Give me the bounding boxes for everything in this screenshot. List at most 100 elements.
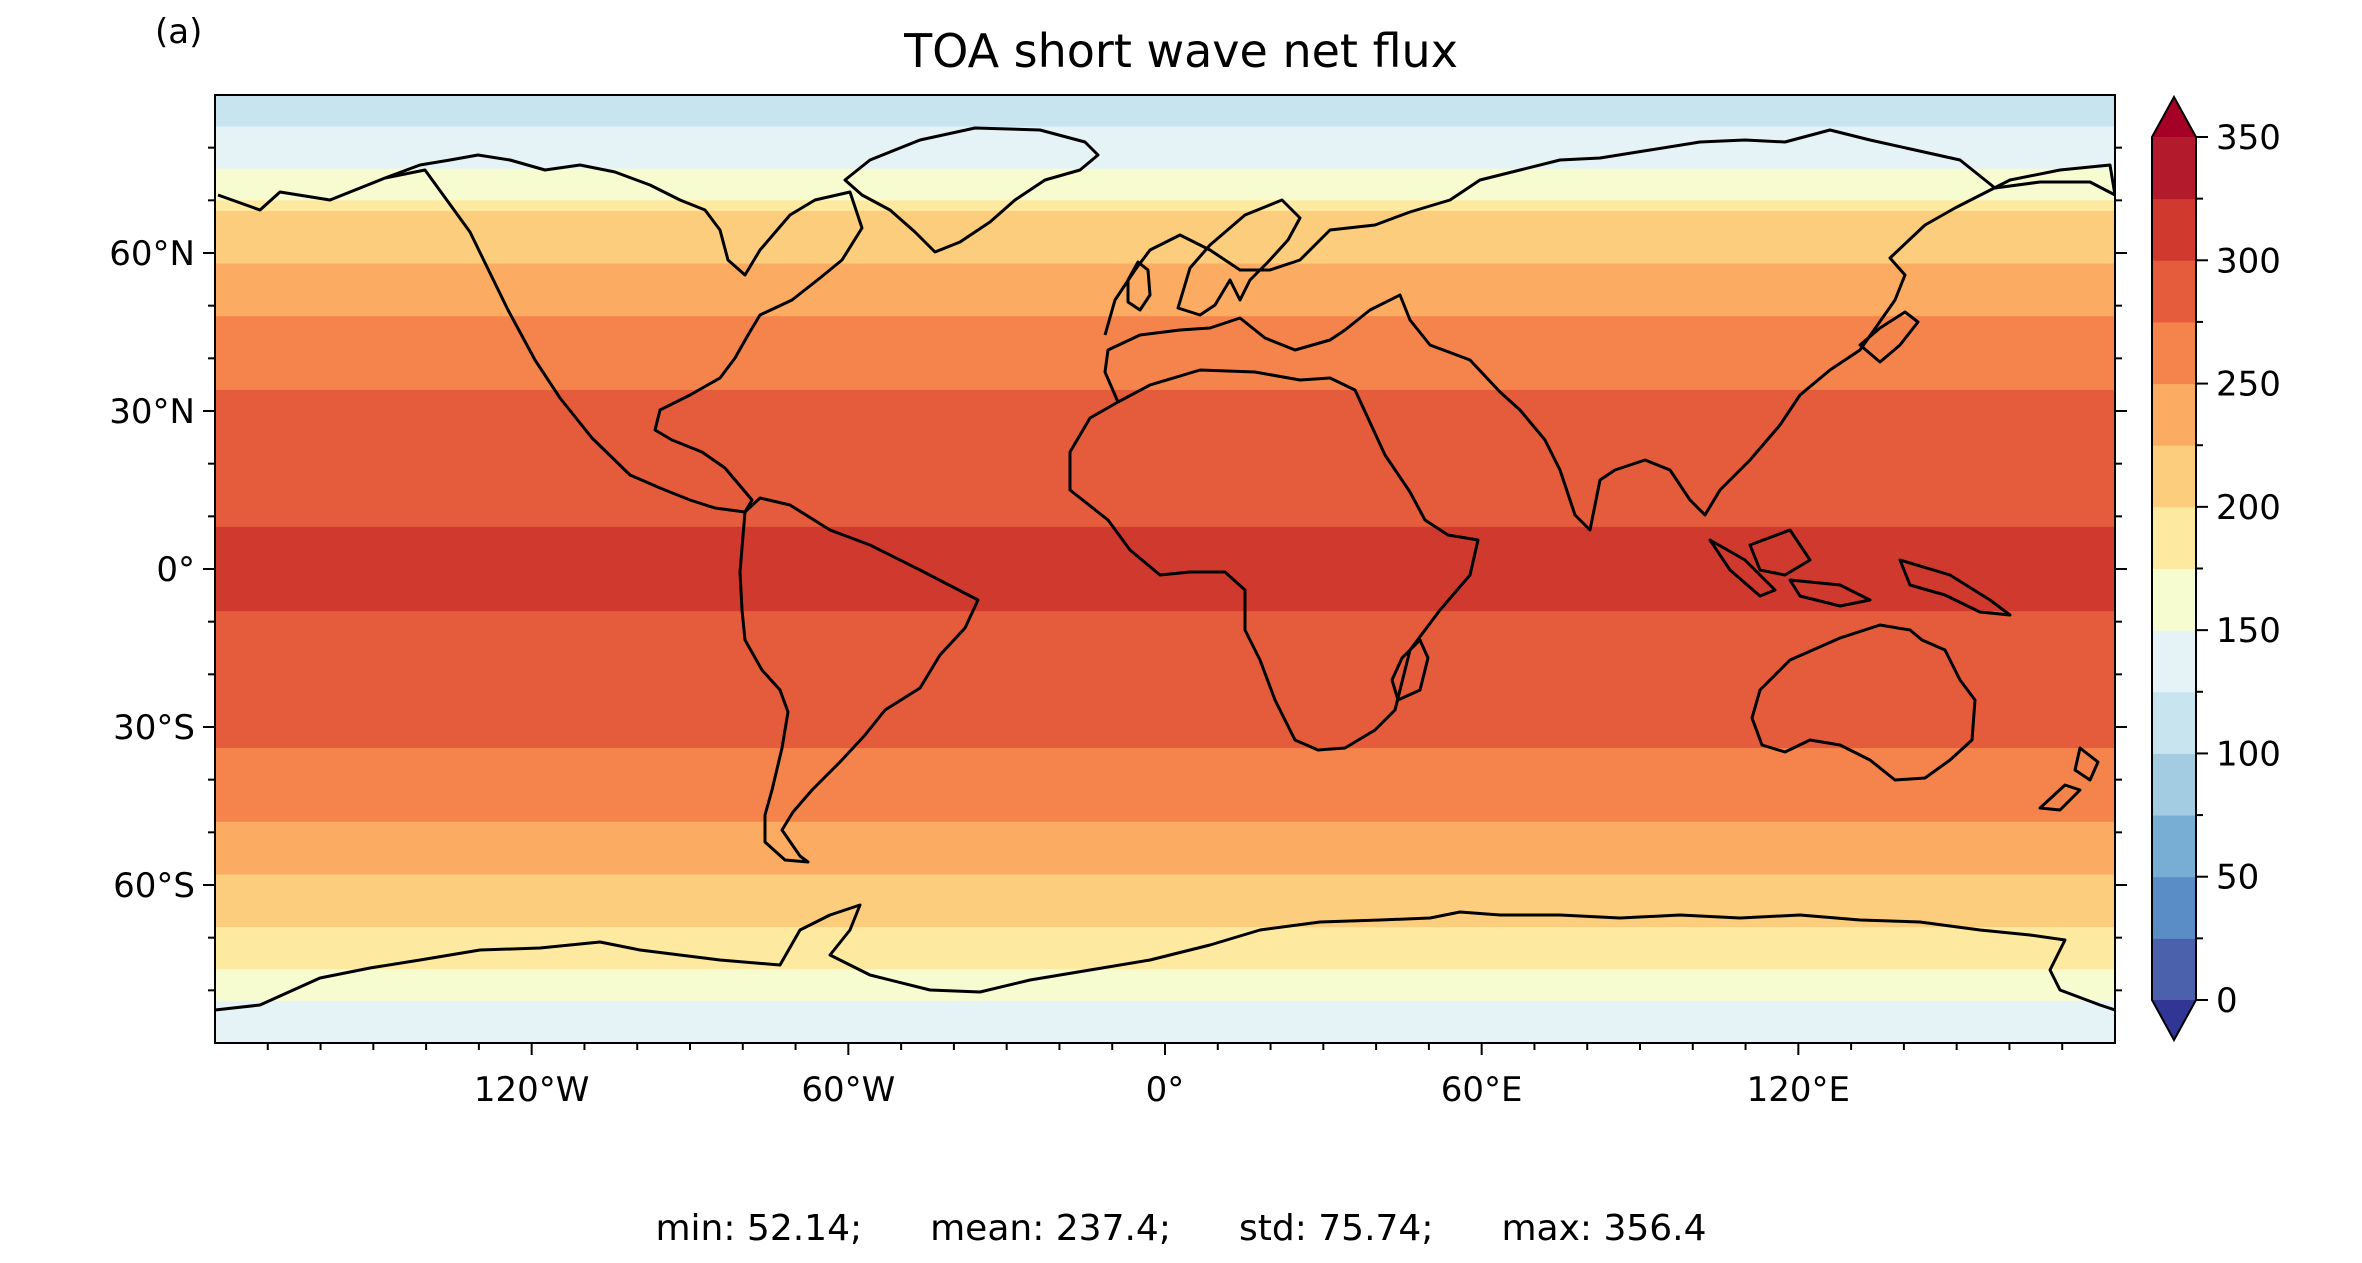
flux-band: [215, 906, 2115, 918]
colorbar-extend-max: [2152, 97, 2196, 137]
flux-band: [215, 790, 2115, 802]
eurasia-outline: [1103, 128, 2115, 532]
colorbar-segment: [2152, 445, 2196, 508]
flux-band: [215, 695, 2115, 707]
colorbar-tick-label: 150: [2216, 611, 2281, 651]
stat-max: max: 356.4: [1501, 1208, 1707, 1249]
flux-band: [215, 611, 2115, 623]
colorbar-segment: [2152, 753, 2196, 816]
flux-band: [215, 137, 2115, 149]
flux-band: [215, 927, 2115, 939]
flux-band: [215, 853, 2115, 865]
flux-band: [215, 821, 2115, 833]
flux-band: [215, 305, 2115, 317]
colorbar-segment: [2152, 321, 2196, 385]
latitude-axis: 60°N 30°N 0° 30°S 60°S: [109, 146, 2127, 992]
flux-band: [215, 316, 2115, 328]
japan-outline: [1858, 310, 1920, 364]
flux-band: [215, 189, 2115, 201]
flux-band: [215, 116, 2115, 128]
flux-band: [215, 453, 2115, 465]
flux-band: [215, 505, 2115, 517]
flux-band: [215, 95, 2115, 107]
flux-band: [215, 147, 2115, 159]
flux-band: [215, 579, 2115, 591]
flux-band: [215, 663, 2115, 675]
flux-band: [215, 1000, 2115, 1012]
flux-band: [215, 863, 2115, 876]
colorbar-segment: [2152, 568, 2196, 631]
flux-band: [215, 358, 2115, 370]
flux-band: [215, 716, 2115, 728]
great-britain-outline: [1126, 260, 1152, 312]
statistics-footer: min: 52.14; mean: 237.4; std: 75.74; max: 3…: [0, 1208, 2362, 1249]
colorbar-tick-label: 50: [2216, 858, 2259, 898]
lat-tick-label: 30°N: [109, 392, 195, 432]
colorbar-tick-label: 250: [2216, 365, 2281, 405]
flux-band: [215, 1032, 2115, 1043]
colorbar-segment: [2152, 260, 2196, 323]
indonesia-outline: [1708, 528, 2012, 617]
greenland-outline: [843, 126, 1100, 254]
flux-band: [215, 421, 2115, 433]
lat-tick-label: 60°S: [113, 866, 195, 906]
flux-band: [215, 979, 2115, 991]
flux-band: [215, 1021, 2115, 1034]
flux-band: [215, 168, 2115, 180]
new-zealand-outline: [2038, 746, 2100, 812]
flux-band: [215, 811, 2115, 823]
flux-band: [215, 463, 2115, 475]
lat-tick-label: 30°S: [113, 708, 195, 748]
flux-band: [215, 642, 2115, 654]
flux-band: [215, 495, 2115, 507]
flux-band: [215, 737, 2115, 749]
scandinavia-outline: [1176, 198, 1302, 317]
colorbar-segment: [2152, 630, 2196, 693]
flux-band: [215, 210, 2115, 222]
lon-tick-label: 120°E: [1747, 1070, 1850, 1110]
flux-band: [215, 958, 2115, 970]
lon-tick-label: 120°W: [474, 1070, 590, 1110]
flux-band: [215, 379, 2115, 391]
lon-tick-label: 60°E: [1441, 1070, 1523, 1110]
flux-band: [215, 432, 2115, 444]
flux-band: [215, 748, 2115, 760]
coastlines: [215, 126, 2115, 1012]
flux-band: [215, 874, 2115, 886]
colorbar-segment: [2152, 506, 2196, 569]
flux-band: [215, 389, 2115, 402]
flux-band: [215, 653, 2115, 665]
flux-band: [215, 231, 2115, 244]
madagascar-outline: [1390, 638, 1430, 702]
colorbar-segment: [2152, 876, 2196, 939]
flux-band: [215, 674, 2115, 686]
flux-band: [215, 442, 2115, 454]
australia-outline: [1750, 623, 1977, 782]
flux-band: [215, 885, 2115, 897]
colorbar-segment: [2152, 691, 2196, 754]
flux-band: [215, 990, 2115, 1002]
flux-band: [215, 263, 2115, 275]
flux-band: [215, 684, 2115, 696]
flux-band: [215, 274, 2115, 286]
flux-band: [215, 800, 2115, 812]
flux-band: [215, 158, 2115, 170]
flux-band: [215, 516, 2115, 528]
flux-band: [215, 411, 2115, 423]
colorbar: 0 50 100 150 200 250 300 350: [2151, 94, 2281, 1043]
colorbar-segment: [2152, 383, 2196, 446]
map-title: TOA short wave net flux: [904, 24, 1458, 78]
flux-band: [215, 484, 2115, 496]
africa-outline: [1068, 368, 1480, 752]
flux-band: [215, 400, 2115, 412]
colorbar-tick-label: 300: [2216, 241, 2281, 281]
stat-min: min: 52.14;: [655, 1208, 863, 1249]
flux-band: [215, 937, 2115, 949]
flux-band: [215, 221, 2115, 233]
flux-band: [215, 769, 2115, 781]
flux-band: [215, 632, 2115, 644]
colorbar-tick-label: 0: [2216, 981, 2238, 1021]
flux-field: [215, 95, 2115, 1043]
flux-band: [215, 621, 2115, 633]
flux-band: [215, 558, 2115, 570]
